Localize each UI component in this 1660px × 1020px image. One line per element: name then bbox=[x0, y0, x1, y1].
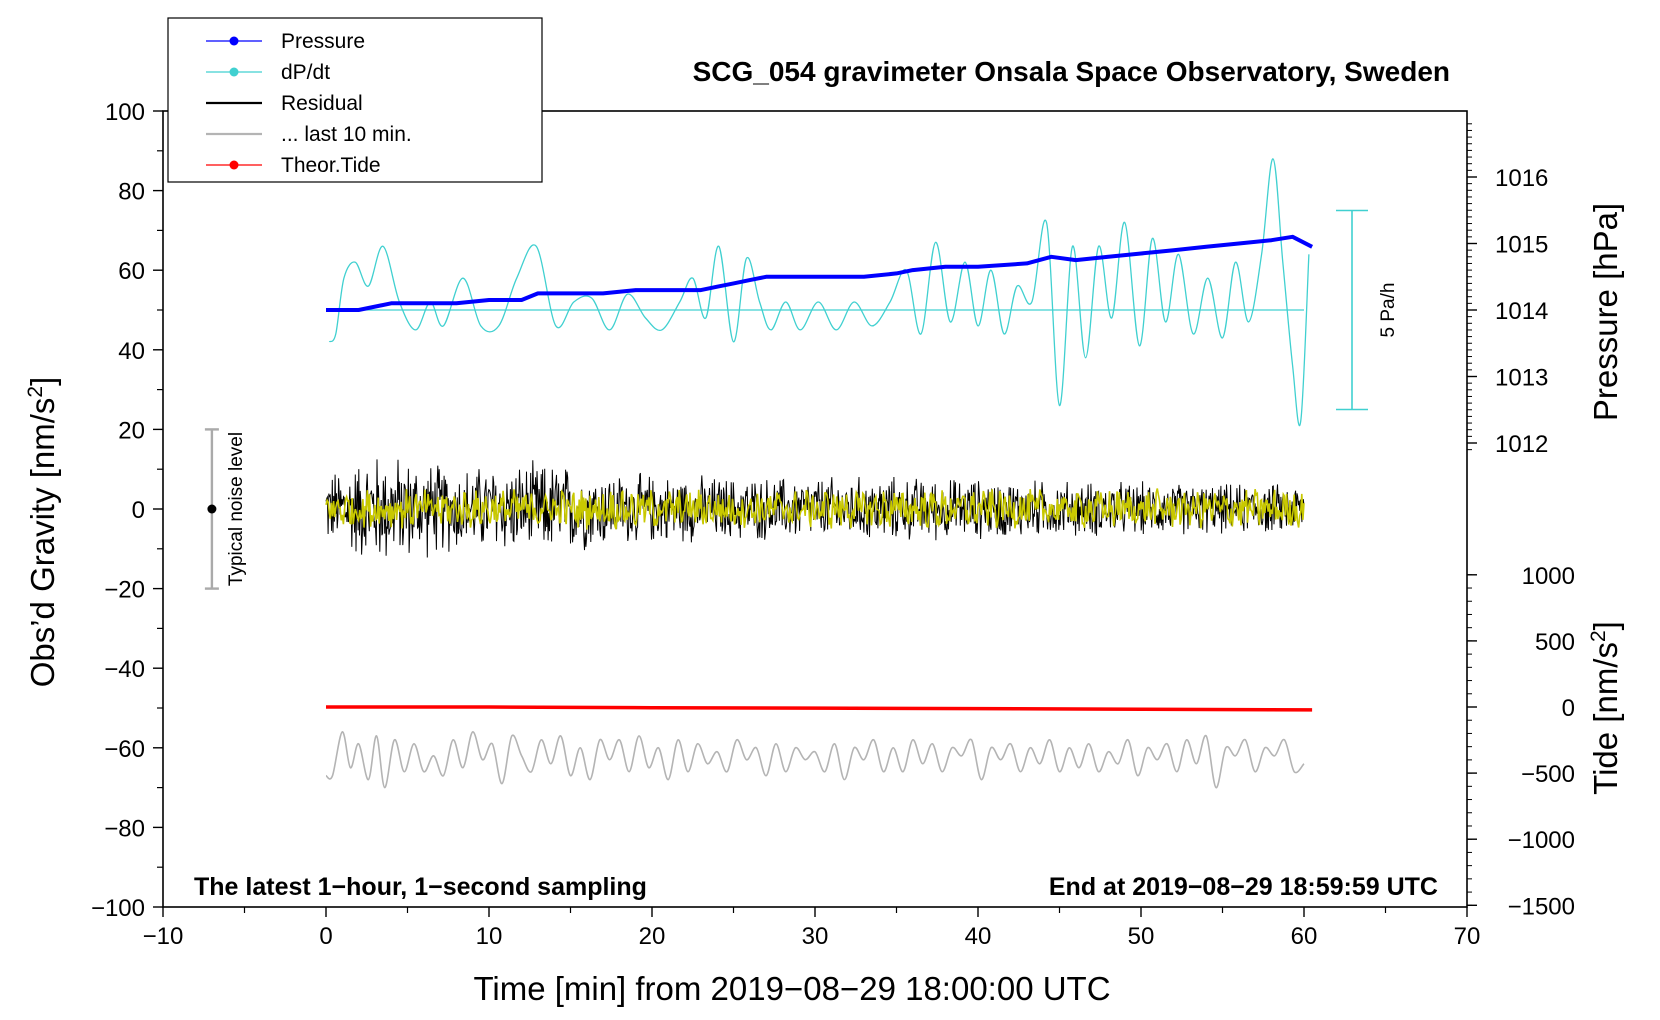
x-tick-label: 10 bbox=[476, 923, 503, 950]
y-tick-label: 100 bbox=[105, 99, 145, 126]
pressure-tick-label: 1016 bbox=[1495, 165, 1548, 192]
legend-box bbox=[167, 17, 543, 183]
x-tick-label: 30 bbox=[802, 923, 829, 950]
y-axis-label-close: ] bbox=[24, 377, 61, 386]
legend-swatch-marker bbox=[229, 36, 239, 46]
x-tick-label: −10 bbox=[143, 923, 184, 950]
y-tick-label: 40 bbox=[118, 338, 145, 365]
x-tick-label: 50 bbox=[1128, 923, 1155, 950]
pressure-tick-label: 1014 bbox=[1495, 298, 1548, 325]
noise-bar-center bbox=[207, 504, 217, 514]
tide-axis-label-close: ] bbox=[1587, 621, 1624, 630]
x-tick-label: 40 bbox=[965, 923, 992, 950]
legend: Pressure dP/dt Residual ... last 10 min. The… bbox=[167, 17, 543, 183]
legend-label: Pressure bbox=[281, 30, 365, 53]
tide-axis-label-sup: 2 bbox=[1587, 630, 1610, 642]
y-tick-label: −40 bbox=[104, 656, 145, 683]
dpdt-scale-label: 5 Pa/h bbox=[1378, 283, 1399, 338]
tide-tick-label: 0 bbox=[1562, 695, 1575, 722]
x-tick-label: 70 bbox=[1454, 923, 1481, 950]
legend-label: Residual bbox=[281, 92, 363, 115]
residual-line bbox=[325, 459, 1305, 558]
tide-tick-label: 500 bbox=[1535, 629, 1575, 656]
y-tick-label: −20 bbox=[104, 577, 145, 604]
y-axis-label-sup: 2 bbox=[24, 386, 47, 398]
last-10-min-line bbox=[325, 731, 1305, 789]
x-axis-label: Time [min] from 2019−08−29 18:00:00 UTC bbox=[473, 970, 1110, 1007]
noise-label: Typical noise level bbox=[226, 432, 247, 586]
pressure-line bbox=[326, 234, 1314, 312]
y-tick-label: 80 bbox=[118, 179, 145, 206]
legend-swatch-marker bbox=[229, 160, 239, 170]
legend-label: dP/dt bbox=[281, 61, 330, 84]
residual-smoothed-line bbox=[325, 488, 1305, 530]
y-axis-label: Obs’d Gravity [nm/s2] bbox=[24, 377, 61, 688]
pressure-axis-label: Pressure [hPa] bbox=[1587, 203, 1624, 421]
tide-tick-label: 1000 bbox=[1522, 563, 1575, 590]
y-tick-label: 20 bbox=[118, 417, 145, 444]
tide-tick-label: −1000 bbox=[1508, 827, 1575, 854]
y-tick-label: −60 bbox=[104, 736, 145, 763]
x-tick-label: 20 bbox=[639, 923, 666, 950]
tide-tick-label: −500 bbox=[1521, 761, 1575, 788]
note-sampling: The latest 1−hour, 1−second sampling bbox=[194, 873, 647, 901]
y-tick-label: 60 bbox=[118, 258, 145, 285]
tide-tick-label: −1500 bbox=[1508, 893, 1575, 920]
legend-label: Theor.Tide bbox=[281, 154, 381, 177]
y-axis-label-text: Obs’d Gravity [nm/s bbox=[24, 398, 61, 688]
x-tick-label: 60 bbox=[1291, 923, 1318, 950]
pressure-tick-label: 1012 bbox=[1495, 431, 1548, 458]
y-tick-label: −80 bbox=[104, 815, 145, 842]
x-tick-label: 0 bbox=[319, 923, 332, 950]
y-tick-label: 0 bbox=[132, 497, 145, 524]
plot-area: −10 0 10 20 30 40 50 60 70−100−80−60−40−20020406… bbox=[91, 99, 1575, 950]
pressure-tick-label: 1013 bbox=[1495, 365, 1548, 392]
pressure-tick-label: 1015 bbox=[1495, 232, 1548, 259]
tide-axis-label: Tide [nm/s2] bbox=[1587, 621, 1624, 795]
y-tick-label: −100 bbox=[91, 895, 145, 922]
tide-axis-label-text: Tide [nm/s bbox=[1587, 642, 1624, 795]
tide-line bbox=[326, 705, 1313, 712]
chart-title: SCG_054 gravimeter Onsala Space Observat… bbox=[693, 56, 1450, 87]
legend-label: ... last 10 min. bbox=[281, 123, 412, 146]
legend-swatch-marker bbox=[229, 67, 239, 77]
note-end-time: End at 2019−08−29 18:59:59 UTC bbox=[1049, 873, 1438, 901]
